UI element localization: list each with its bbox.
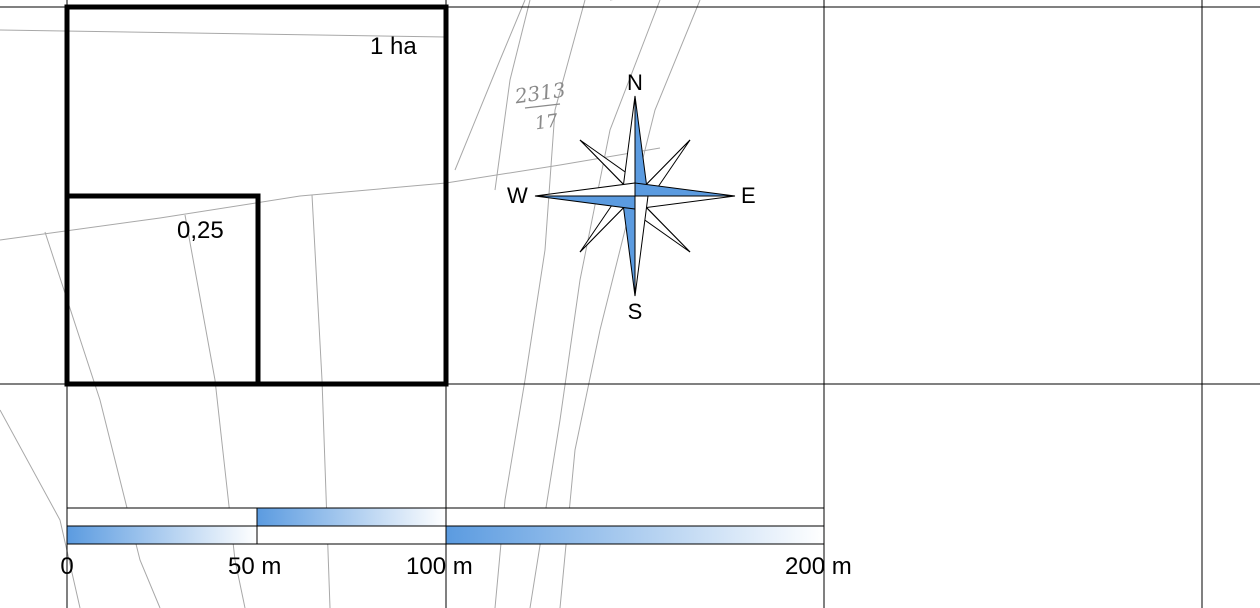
one-hectare-label: 1 ha (370, 33, 417, 60)
parcel-number: 2313 17 (512, 78, 567, 135)
compass-north-label: N (627, 70, 643, 95)
quarter-hectare-square (64, 193, 261, 387)
parcel-boundaries (0, 0, 701, 608)
compass-west-label: W (507, 183, 528, 208)
quarter-hectare-label: 0,25 (177, 217, 224, 244)
scale-label-200: 200 m (785, 553, 852, 580)
compass-east-label: E (741, 183, 756, 208)
scale-label-0: 0 (60, 553, 73, 580)
compass-rose-icon (534, 95, 736, 297)
compass-south-label: S (628, 299, 643, 324)
parcel-number-bottom: 17 (534, 110, 560, 134)
scale-label-100: 100 m (406, 553, 473, 580)
scale-bar (66, 507, 825, 545)
scale-label-50: 50 m (228, 553, 281, 580)
